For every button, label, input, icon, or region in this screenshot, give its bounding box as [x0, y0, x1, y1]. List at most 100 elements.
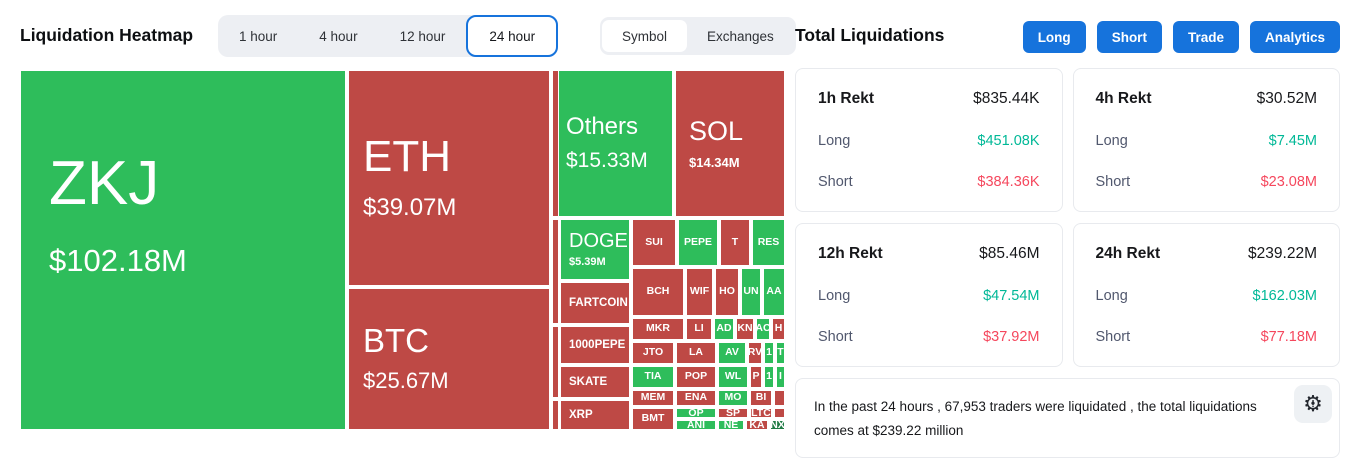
trade-button[interactable]: Trade	[1172, 21, 1239, 53]
treemap-cell-xrp[interactable]: XRP	[560, 400, 630, 430]
short-button[interactable]: Short	[1096, 21, 1162, 53]
time-filter-12hour[interactable]: 12 hour	[399, 28, 446, 44]
long-value: $7.45M	[1268, 133, 1317, 149]
cell-value: $15.33M	[566, 149, 648, 173]
treemap-cell-sui[interactable]: SUI	[632, 219, 676, 266]
treemap-cell-mkr[interactable]: MKR	[632, 318, 684, 340]
treemap-cell-t[interactable]: T	[776, 342, 785, 364]
cell-symbol: ETH	[363, 131, 451, 181]
short-value: $77.18M	[1260, 329, 1317, 345]
cell-symbol: AA	[766, 285, 782, 298]
view-toggle-exchanges[interactable]: Exchanges	[707, 28, 774, 44]
cell-value: $14.34M	[689, 154, 740, 170]
treemap-cell-fartcoin[interactable]: FARTCOIN	[560, 282, 630, 324]
cell-symbol: 1	[766, 370, 772, 383]
treemap-cell-zkj[interactable]: ZKJ $102.18M	[20, 70, 346, 430]
short-label: Short	[818, 329, 853, 345]
treemap-cell-mo[interactable]: MO	[718, 390, 748, 406]
treemap-cell-li[interactable]: LI	[686, 318, 712, 340]
alert-settings-button[interactable]: ⚙!	[1294, 385, 1332, 423]
treemap-cell-ad[interactable]: AD	[714, 318, 734, 340]
cell-symbol: BI	[755, 391, 767, 404]
card-period-label: 4h Rekt	[1095, 90, 1152, 107]
treemap-cell-bi[interactable]: BI	[750, 390, 772, 406]
action-buttons: Long Short Trade Analytics	[1022, 21, 1340, 53]
cell-symbol: MKR	[646, 322, 670, 335]
treemap-cell-ltc[interactable]: LTC	[750, 408, 772, 418]
treemap-cell-kn[interactable]: KN	[736, 318, 754, 340]
treemap-cell-i[interactable]: I	[776, 366, 785, 388]
treemap-cell-ani[interactable]: ANI	[676, 420, 716, 430]
treemap-cell-1[interactable]: 1	[764, 342, 774, 364]
cell-symbol: UN	[743, 285, 759, 298]
treemap-cell-pepe[interactable]: PEPE	[678, 219, 718, 266]
time-filter-4hour[interactable]: 4 hour	[319, 28, 358, 44]
treemap-cell-doge[interactable]: DOGE $5.39M	[560, 219, 630, 280]
treemap-cell-ac[interactable]: AC	[756, 318, 770, 340]
treemap-cell-sol[interactable]: SOL $14.34M	[675, 70, 785, 217]
long-button[interactable]: Long	[1022, 21, 1086, 53]
treemap-cell[interactable]	[552, 326, 559, 398]
time-filter-1hour[interactable]: 1 hour	[239, 28, 278, 44]
cell-symbol: RV	[748, 346, 762, 359]
treemap-cell-skate[interactable]: SKATE	[560, 366, 630, 398]
treemap-cell[interactable]	[552, 400, 559, 430]
treemap-cell-bch[interactable]: BCH	[632, 268, 684, 316]
treemap-cell-un[interactable]: UN	[741, 268, 761, 316]
treemap-cell-ka[interactable]: KA	[746, 420, 768, 430]
cell-symbol: 1000PEPE	[569, 338, 626, 351]
treemap-cell[interactable]	[552, 70, 559, 217]
long-label: Long	[818, 288, 851, 304]
treemap-cell-sp[interactable]: SP	[718, 408, 748, 418]
treemap-cell-1000pepe[interactable]: 1000PEPE	[560, 326, 630, 364]
treemap-cell[interactable]	[774, 390, 785, 406]
cell-symbol: SUI	[645, 235, 663, 248]
treemap-cell-ho[interactable]: HO	[715, 268, 739, 316]
gear-alert-icon: ⚙!	[1303, 391, 1323, 416]
treemap-cell-av[interactable]: AV	[718, 342, 746, 364]
short-label: Short	[1095, 174, 1131, 190]
treemap-cell-others[interactable]: Others $15.33M	[552, 70, 673, 217]
card-period-label: 24h Rekt	[1095, 245, 1161, 262]
treemap-cell-ne[interactable]: NE	[718, 420, 744, 430]
cell-symbol: HO	[719, 285, 735, 298]
treemap-cell-res[interactable]: RES	[752, 219, 785, 266]
treemap-cell-rv[interactable]: RV	[748, 342, 762, 364]
treemap-cell-t[interactable]: T	[720, 219, 750, 266]
treemap-cell-h[interactable]: H	[772, 318, 785, 340]
treemap-cell-nx[interactable]: NX	[770, 420, 785, 430]
treemap-cell[interactable]	[552, 219, 559, 324]
cell-symbol: AC	[756, 322, 770, 335]
rekt-card-12h: 12h Rekt $85.46M Long $47.54M Short $37.…	[795, 223, 1063, 367]
card-total-value: $239.22M	[1248, 245, 1317, 262]
treemap-cell-op[interactable]: OP	[676, 408, 716, 418]
cell-symbol: TIA	[644, 370, 662, 383]
treemap-cell-wif[interactable]: WIF	[686, 268, 713, 316]
treemap-cell-tia[interactable]: TIA	[632, 366, 674, 388]
treemap-cell-jto[interactable]: JTO	[632, 342, 674, 364]
long-value: $47.54M	[983, 288, 1040, 304]
liquidation-treemap: ZKJ $102.18M ETH $39.07M BTC $25.67M Others $15…	[20, 70, 785, 430]
treemap-cell-la[interactable]: LA	[676, 342, 716, 364]
analytics-button[interactable]: Analytics	[1249, 21, 1340, 53]
cell-symbol: Others	[566, 112, 639, 140]
cell-symbol: OP	[688, 408, 704, 418]
cell-symbol: 1	[766, 346, 772, 359]
treemap-cell-p[interactable]: P	[750, 366, 762, 388]
card-total-value: $835.44K	[973, 90, 1040, 107]
treemap-cell[interactable]	[774, 408, 785, 418]
treemap-cell-1[interactable]: 1	[764, 366, 774, 388]
cell-symbol: LA	[689, 346, 703, 359]
treemap-cell-pop[interactable]: POP	[676, 366, 716, 388]
time-filter-24hour-selected[interactable]: 24 hour	[466, 15, 559, 57]
treemap-cell-btc[interactable]: BTC $25.67M	[348, 288, 550, 430]
treemap-cell-mem[interactable]: MEM	[632, 390, 674, 406]
view-toggle-symbol-selected[interactable]: Symbol	[602, 20, 688, 52]
cell-symbol: T	[777, 346, 784, 359]
treemap-cell-eth[interactable]: ETH $39.07M	[348, 70, 550, 286]
treemap-cell-aa[interactable]: AA	[763, 268, 785, 316]
treemap-cell-wl[interactable]: WL	[718, 366, 748, 388]
cell-symbol: SP	[725, 408, 740, 418]
treemap-cell-ena[interactable]: ENA	[676, 390, 716, 406]
treemap-cell-bmt[interactable]: BMT	[632, 408, 674, 430]
